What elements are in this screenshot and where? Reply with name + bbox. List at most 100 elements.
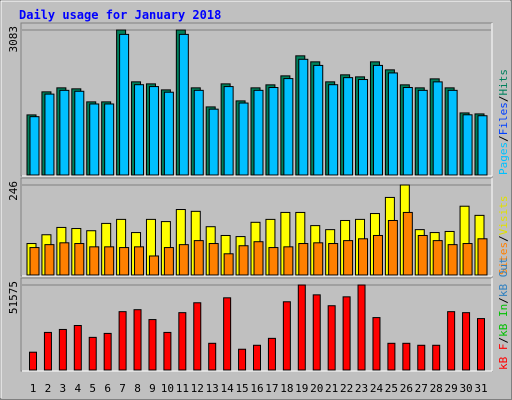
x-tick-label: 29 xyxy=(445,382,458,395)
bar xyxy=(297,284,306,371)
x-tick-label: 9 xyxy=(149,382,156,395)
y-tick-label: 246 xyxy=(7,181,20,201)
legend-entry: Hits xyxy=(497,69,510,96)
legend-entry: Visits xyxy=(497,196,510,236)
bar xyxy=(327,305,336,371)
bar xyxy=(134,246,145,276)
x-tick-label: 27 xyxy=(415,382,428,395)
bar xyxy=(29,351,37,371)
bar xyxy=(343,77,354,176)
bar xyxy=(372,64,383,176)
legend-separator: / xyxy=(497,235,510,242)
x-tick-label: 6 xyxy=(104,382,111,395)
bar xyxy=(119,33,130,176)
x-tick-label: 19 xyxy=(295,382,308,395)
bar xyxy=(417,89,428,176)
x-tick-label: 1 xyxy=(30,382,37,395)
x-tick-label: 5 xyxy=(89,382,96,395)
bar xyxy=(477,238,488,276)
x-tick-label: 31 xyxy=(474,382,487,395)
x-tick-label: 14 xyxy=(221,382,235,395)
bar xyxy=(432,81,443,176)
bar xyxy=(432,240,443,276)
bar xyxy=(103,332,112,371)
bar xyxy=(267,337,276,371)
bar xyxy=(43,331,52,371)
bar xyxy=(193,89,204,176)
bar xyxy=(119,247,130,276)
bar xyxy=(447,244,458,276)
x-tick-label: 17 xyxy=(265,382,278,395)
bar xyxy=(178,312,187,371)
bar xyxy=(59,242,70,276)
bar xyxy=(193,240,204,276)
y-tick-label: 3083 xyxy=(7,26,20,53)
bar xyxy=(462,312,471,371)
x-tick-label: 30 xyxy=(459,382,472,395)
x-tick-label: 26 xyxy=(400,382,413,395)
legend-entry: Pages xyxy=(497,142,510,175)
bar xyxy=(134,84,145,176)
x-tick-label: 10 xyxy=(161,382,174,395)
bar xyxy=(387,342,396,371)
bar xyxy=(282,301,291,371)
legend-entry: Sites xyxy=(497,242,510,275)
bar xyxy=(477,115,488,176)
bar xyxy=(29,116,40,176)
bar xyxy=(89,103,100,176)
bar xyxy=(402,211,413,276)
bar xyxy=(477,318,485,371)
x-tick-label: 20 xyxy=(310,382,323,395)
bar xyxy=(74,90,85,176)
bar xyxy=(313,64,324,176)
bar xyxy=(133,309,142,371)
bar xyxy=(372,317,381,371)
x-tick-label: 24 xyxy=(370,382,384,395)
chart-title: Daily usage for January 2018 xyxy=(19,8,221,22)
bar xyxy=(343,240,354,276)
x-tick-label: 22 xyxy=(340,382,353,395)
legend-separator: / xyxy=(497,337,510,344)
bar xyxy=(253,241,264,276)
bar xyxy=(223,297,232,371)
bar xyxy=(163,91,174,176)
bar xyxy=(462,114,473,176)
bar xyxy=(89,246,100,276)
bar xyxy=(223,253,234,276)
legend-entry: Files xyxy=(497,102,510,135)
bar xyxy=(148,255,159,276)
bar xyxy=(208,342,217,371)
bar xyxy=(148,319,157,371)
x-tick-label: 15 xyxy=(235,382,248,395)
x-tick-label: 12 xyxy=(191,382,204,395)
bar xyxy=(357,284,366,371)
legend-entry: kB Out xyxy=(497,257,510,297)
bar xyxy=(312,294,321,371)
bar xyxy=(253,344,261,371)
bar xyxy=(328,243,339,276)
bar xyxy=(238,348,247,371)
bar xyxy=(148,86,159,176)
x-tick-label: 13 xyxy=(206,382,219,395)
bar xyxy=(358,238,369,276)
bar xyxy=(104,103,115,176)
bar xyxy=(253,89,264,176)
bar xyxy=(268,247,279,276)
x-tick-label: 3 xyxy=(60,382,67,395)
bar xyxy=(462,243,473,276)
legend-entry: kB F xyxy=(497,344,510,371)
bar xyxy=(208,243,219,276)
bar xyxy=(44,244,55,276)
bar xyxy=(29,247,40,276)
bar xyxy=(387,219,398,276)
legend-separator: / xyxy=(497,96,510,103)
bar xyxy=(163,331,172,371)
bar xyxy=(298,58,309,176)
x-tick-label: 11 xyxy=(176,382,189,395)
legend-entry: kB In xyxy=(497,304,510,337)
bar xyxy=(74,243,85,276)
x-tick-label: 4 xyxy=(74,382,81,395)
bar xyxy=(447,89,458,176)
x-tick-label: 21 xyxy=(325,382,338,395)
